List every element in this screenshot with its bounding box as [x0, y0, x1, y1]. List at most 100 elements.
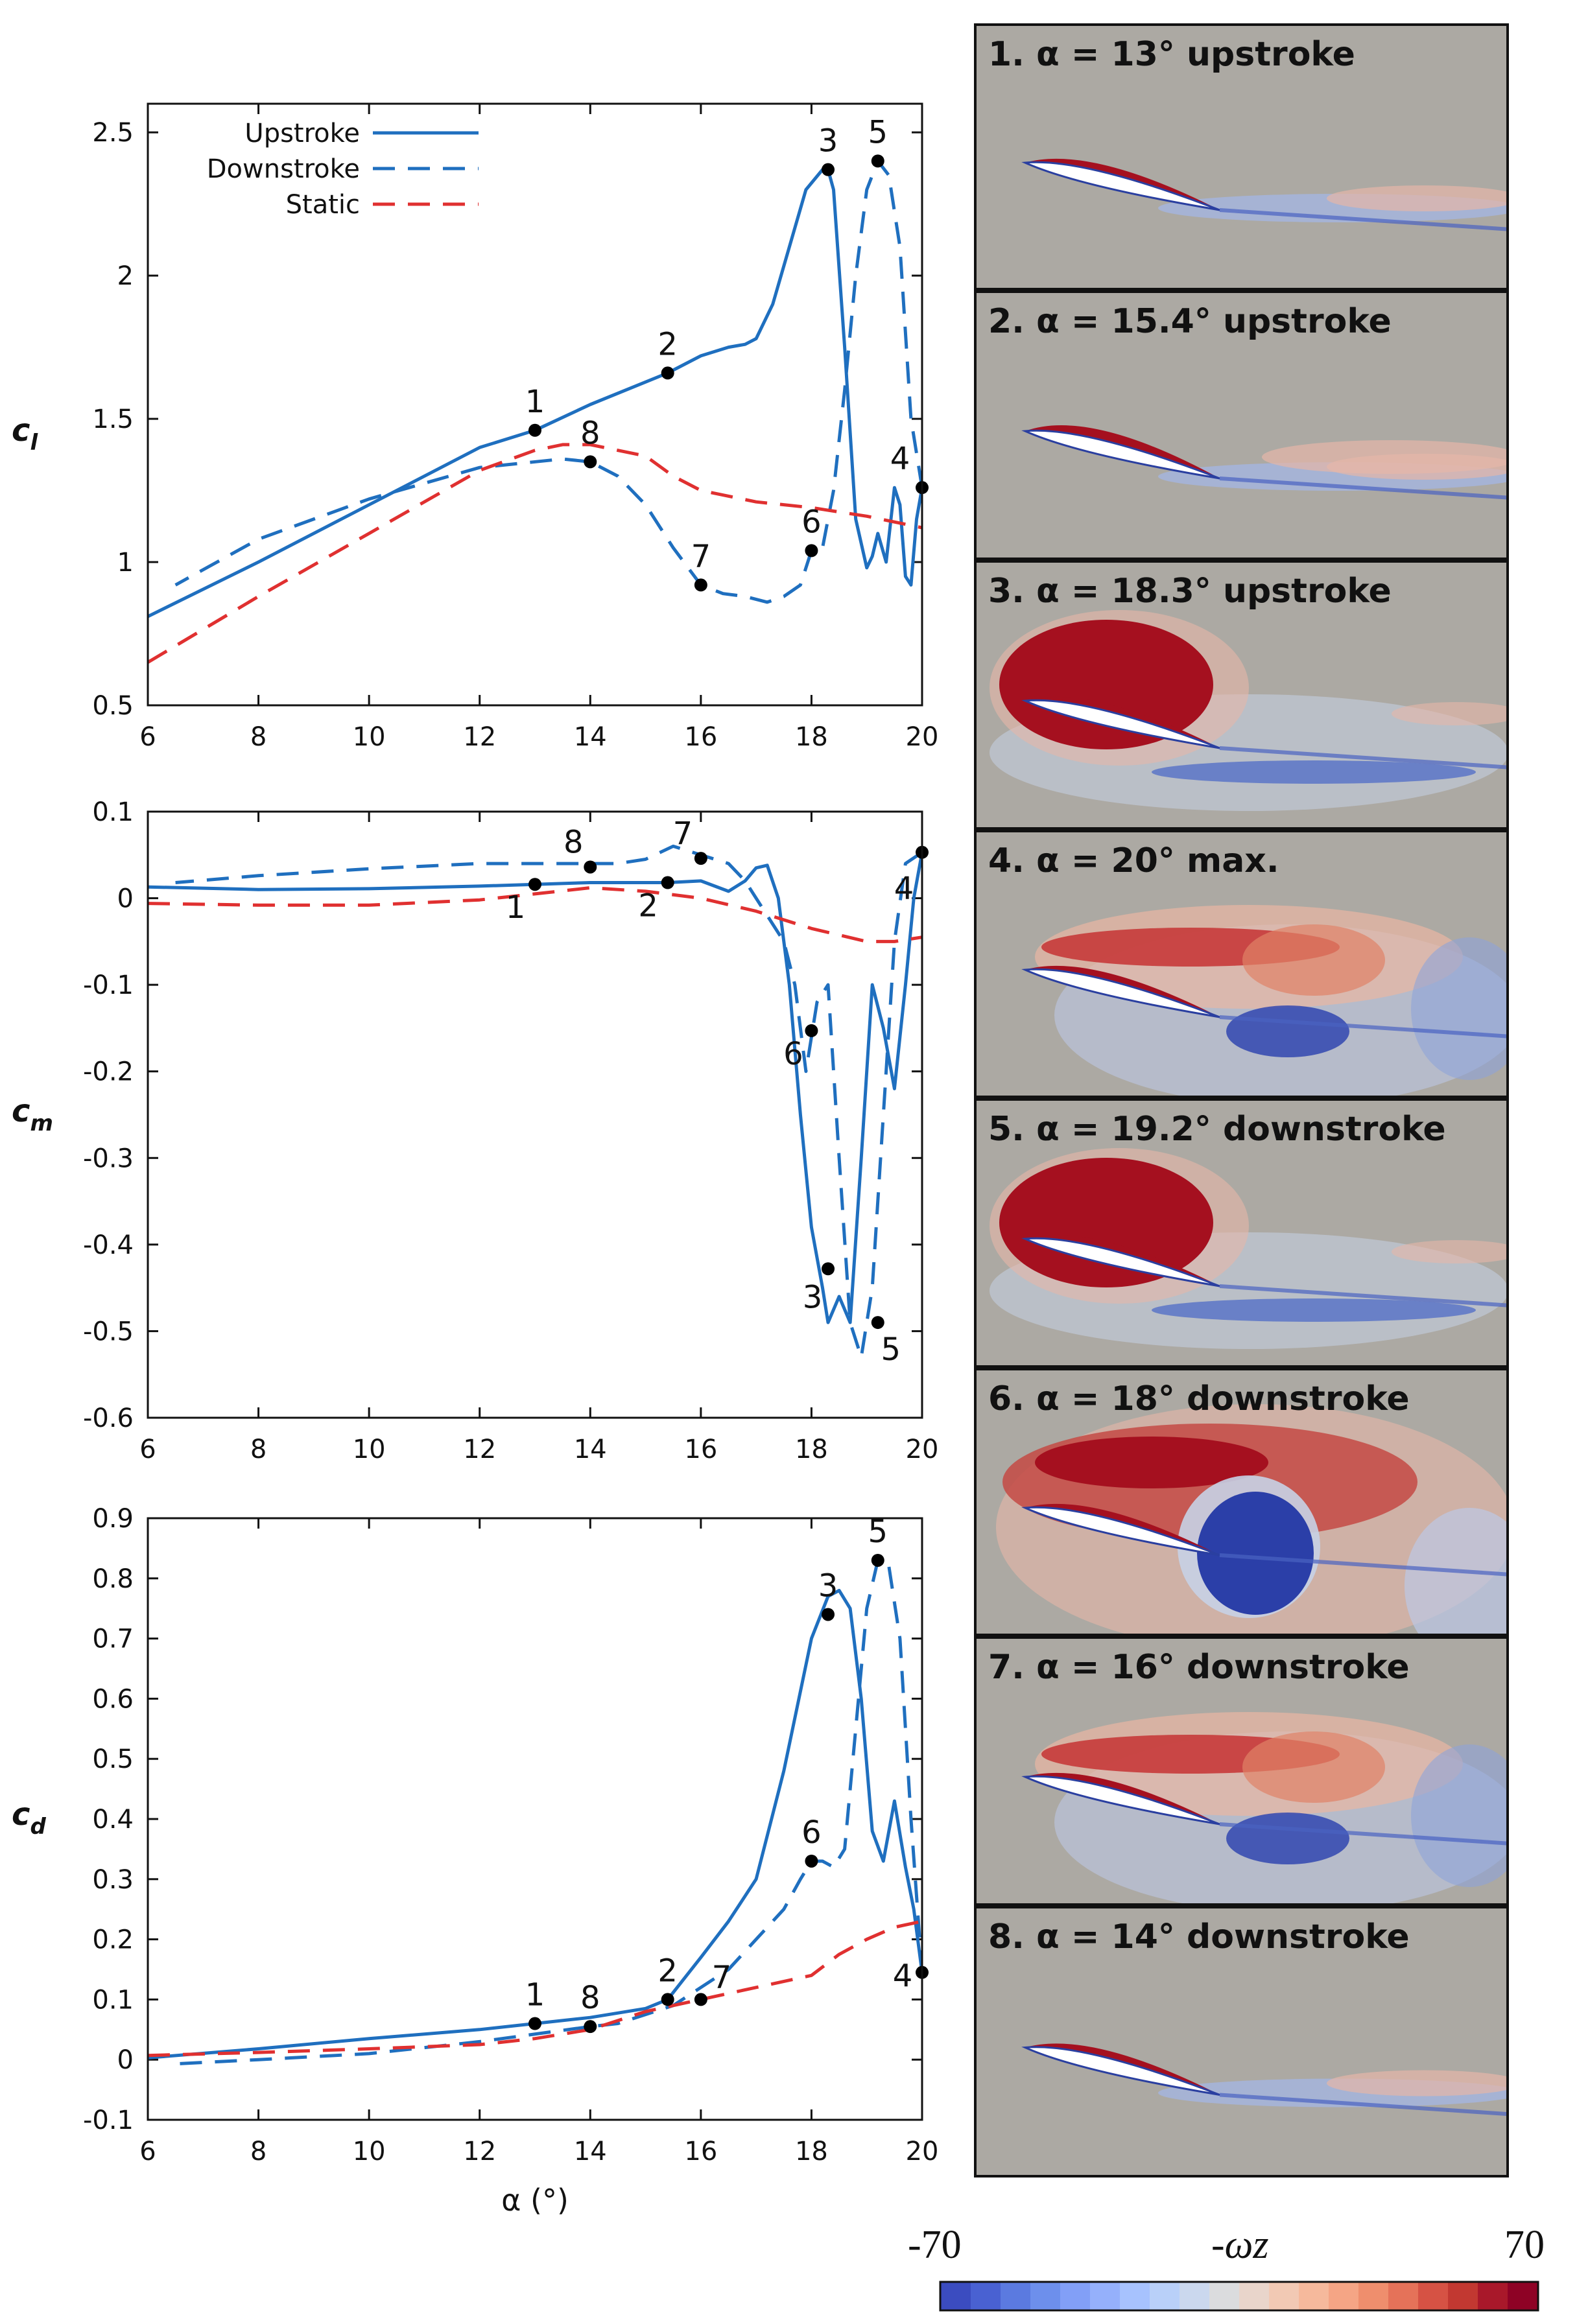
y-axis-label: cd: [12, 1796, 46, 1840]
colorbar-swatch: [1448, 2283, 1478, 2310]
plot-frame: [147, 810, 923, 1419]
flow-field: [1021, 905, 1506, 1096]
point-label-1: 1: [525, 384, 545, 420]
point-label-8: 8: [580, 1980, 600, 2016]
point-label-7: 7: [712, 1959, 732, 1995]
colorbar-gradient: [939, 2281, 1539, 2312]
panel-title-8: 8. α = 14° downstroke: [988, 1918, 1410, 1956]
colorbar-swatch: [1001, 2283, 1031, 2310]
series-downstroke: [174, 159, 922, 604]
y-axis-label: cm: [12, 1093, 53, 1136]
x-tick-label: 8: [250, 722, 267, 752]
point-5: [871, 154, 884, 168]
point-2: [661, 876, 674, 889]
flow-field: [1021, 158, 1506, 231]
colorbar-swatch: [1150, 2283, 1180, 2310]
vorticity-panel-1: 1. α = 13° upstroke: [974, 23, 1509, 290]
y-tick-label: 1: [117, 548, 134, 578]
x-tick-label: 20: [906, 1435, 939, 1464]
y-tick-label: 0.9: [92, 1504, 134, 1534]
x-tick-label: 12: [463, 2137, 496, 2166]
y-tick-label: 0.8: [92, 1564, 134, 1594]
point-label-5: 5: [868, 114, 888, 150]
chart-cm: 6 8 10 12 14 16 18 20-0.6-0.5-0.4-0.3-0.2-0.100…: [12, 797, 938, 1464]
point-3: [822, 1262, 835, 1276]
y-tick-label: -0.1: [83, 970, 134, 1000]
y-tick-label: 0.5: [92, 1744, 134, 1774]
y-axis-label: cl: [12, 412, 38, 456]
x-tick-label: 16: [684, 1435, 717, 1464]
y-tick-label: 0: [117, 2045, 134, 2075]
colorbar-swatch: [1358, 2283, 1389, 2310]
x-tick-label: 6: [139, 722, 156, 752]
x-tick-label: 6: [139, 2137, 156, 2166]
point-1: [528, 2017, 541, 2030]
y-tick-label: 0.1: [92, 1985, 134, 2015]
x-tick-label: 18: [795, 1435, 828, 1464]
series-static: [148, 443, 922, 664]
plots-area: 6 8 10 12 14 16 18 200.511.522.5cl12345678Upstr…: [12, 102, 938, 2218]
point-3: [822, 1608, 835, 1621]
vorticity-panel-8: 8. α = 14° downstroke: [974, 1906, 1509, 2177]
series-upstroke: [148, 1588, 922, 2060]
point-8: [584, 455, 597, 469]
x-axis-label: α (°): [501, 2183, 569, 2218]
panel-title-5: 5. α = 19.2° downstroke: [988, 1110, 1446, 1149]
y-tick-label: 1.5: [92, 405, 134, 434]
colorbar-swatch: [1478, 2283, 1508, 2310]
point-label-3: 3: [818, 1567, 838, 1604]
colorbar-swatch: [1329, 2283, 1359, 2310]
point-label-3: 3: [803, 1279, 823, 1315]
y-tick-label: 2.5: [92, 118, 134, 148]
point-label-1: 1: [506, 889, 526, 926]
point-label-3: 3: [818, 123, 838, 159]
flow-field: [990, 1148, 1506, 1349]
x-tick-label: 18: [795, 2137, 828, 2166]
colorbar-swatch: [1180, 2283, 1210, 2310]
flow-field: [1021, 2043, 1506, 2116]
flow-field: [990, 610, 1506, 811]
point-label-2: 2: [658, 1953, 678, 1989]
point-label-7: 7: [673, 816, 693, 852]
point-label-4: 4: [890, 441, 910, 477]
chart-cl: 6 8 10 12 14 16 18 200.511.522.5cl12345678Upstr…: [12, 102, 938, 752]
colorbar-max-label: 70: [1504, 2223, 1545, 2267]
x-tick-label: 16: [684, 2137, 717, 2166]
y-tick-label: 0.6: [92, 1684, 134, 1714]
colorbar-title: -ωz: [1211, 2223, 1269, 2267]
x-tick-label: 20: [906, 2137, 939, 2166]
point-5: [871, 1316, 884, 1330]
point-8: [584, 2020, 597, 2034]
colorbar-swatch: [1060, 2283, 1091, 2310]
vorticity-panel-3: 3. α = 18.3° upstroke: [974, 560, 1509, 830]
panel-title-7: 7. α = 16° downstroke: [988, 1648, 1410, 1687]
chart-cd: 6 8 10 12 14 16 18 20-0.100.10.20.30.40.50.60.7…: [12, 1504, 938, 2218]
colorbar-swatch: [1299, 2283, 1329, 2310]
y-tick-label: 0.4: [92, 1805, 134, 1835]
point-label-1: 1: [525, 1977, 545, 2013]
x-tick-label: 12: [463, 1435, 496, 1464]
point-2: [661, 1993, 674, 2006]
colorbar-swatch: [1209, 2283, 1240, 2310]
series-static: [148, 886, 922, 943]
point-6: [805, 1854, 818, 1868]
vorticity-panel-6: 6. α = 18° downstroke: [974, 1368, 1509, 1636]
panel-title-6: 6. α = 18° downstroke: [988, 1379, 1410, 1418]
point-label-7: 7: [691, 538, 711, 574]
y-tick-label: 0.3: [92, 1865, 134, 1895]
point-label-4: 4: [893, 1958, 913, 1995]
point-7: [694, 1993, 707, 2006]
x-tick-label: 10: [353, 2137, 386, 2166]
point-2: [661, 366, 674, 380]
point-8: [584, 860, 597, 874]
series-static: [148, 1919, 922, 2058]
y-tick-label: -0.5: [83, 1317, 134, 1346]
point-label-5: 5: [881, 1332, 901, 1368]
point-5: [871, 1553, 884, 1567]
vorticity-panel-5: 5. α = 19.2° downstroke: [974, 1098, 1509, 1368]
point-label-5: 5: [868, 1514, 888, 1550]
y-tick-label: -0.4: [83, 1230, 134, 1260]
flow-field: [1021, 1712, 1506, 1903]
colorbar-swatch: [1239, 2283, 1270, 2310]
colorbar-swatch: [1090, 2283, 1120, 2310]
